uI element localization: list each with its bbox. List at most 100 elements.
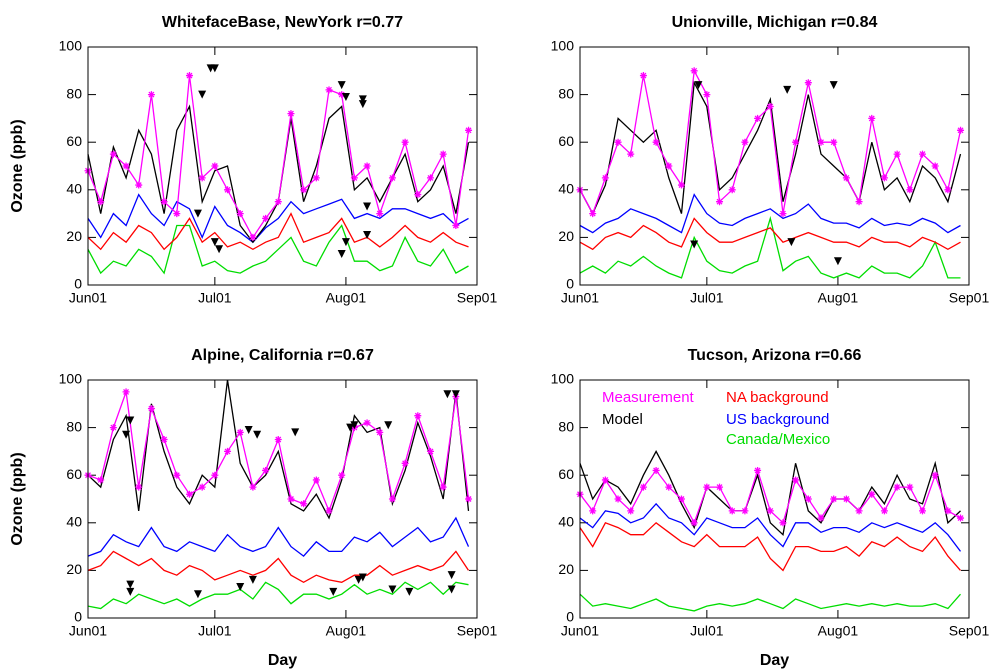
legend-entry: NA background <box>726 389 829 406</box>
data-point <box>906 483 914 491</box>
data-point <box>109 150 117 158</box>
chart-title: Alpine, California r=0.67 <box>191 347 374 364</box>
event-marker <box>358 95 367 104</box>
series-line <box>579 217 961 251</box>
event-marker <box>210 64 219 73</box>
data-point <box>147 91 155 99</box>
data-point <box>880 507 888 515</box>
series-line <box>579 450 961 536</box>
y-tick-label: 100 <box>551 38 575 54</box>
event-marker <box>447 585 456 594</box>
data-point <box>830 495 838 503</box>
series-line <box>579 521 961 572</box>
data-point <box>792 476 800 484</box>
data-point <box>414 412 422 420</box>
y-tick-label: 0 <box>566 276 574 292</box>
data-point <box>741 507 749 515</box>
x-tick-label: Jun01 <box>561 290 599 306</box>
series-line <box>579 68 962 216</box>
event-marker <box>783 85 792 94</box>
x-tick-label: Jul01 <box>198 290 232 306</box>
x-tick-label: Aug01 <box>326 290 367 306</box>
event-marker <box>210 238 219 247</box>
event-marker <box>253 430 262 439</box>
data-point <box>338 471 346 479</box>
x-tick-label: Aug01 <box>818 290 859 306</box>
y-tick-label: 40 <box>66 514 82 530</box>
x-tick-label: Sep01 <box>949 290 990 306</box>
data-point <box>350 174 358 182</box>
series-line <box>579 215 961 279</box>
event-marker <box>405 587 414 596</box>
data-point <box>135 483 143 491</box>
data-point <box>249 483 257 491</box>
event-marker <box>291 428 300 437</box>
x-axis-label: Day <box>268 652 297 669</box>
data-point <box>754 114 762 122</box>
data-point <box>652 466 660 474</box>
y-tick-label: 80 <box>558 418 574 434</box>
y-tick-label: 40 <box>558 514 574 530</box>
data-point <box>185 490 193 498</box>
data-point <box>703 483 711 491</box>
data-point <box>931 162 939 170</box>
y-tick-label: 80 <box>66 85 82 101</box>
event-marker <box>337 250 346 259</box>
x-tick-label: Sep01 <box>457 623 498 639</box>
data-point <box>893 150 901 158</box>
series-line <box>579 193 961 234</box>
data-point <box>274 436 282 443</box>
y-tick-label: 80 <box>558 85 574 101</box>
data-point <box>388 495 396 503</box>
x-axis-label: Day <box>760 652 789 669</box>
data-point <box>173 471 181 479</box>
event-marker <box>329 587 338 596</box>
event-marker <box>354 575 363 584</box>
y-tick-label: 100 <box>551 371 575 387</box>
data-point <box>274 198 282 206</box>
legend-entry: US background <box>726 411 829 428</box>
data-point <box>224 186 232 194</box>
data-point <box>639 72 647 80</box>
data-point <box>627 507 635 515</box>
data-point <box>325 86 333 94</box>
event-marker <box>358 100 367 109</box>
data-point <box>287 495 295 503</box>
data-point <box>388 174 396 182</box>
y-tick-label: 20 <box>558 228 574 244</box>
y-tick-label: 100 <box>59 38 83 54</box>
series-line <box>87 104 470 244</box>
data-point <box>439 483 447 491</box>
series-line <box>579 502 962 552</box>
y-tick-label: 60 <box>66 466 82 482</box>
series-line <box>579 468 961 525</box>
data-point <box>401 459 409 467</box>
event-marker <box>388 585 397 594</box>
series-line <box>579 80 962 216</box>
y-tick-label: 40 <box>66 181 82 197</box>
plot-frame <box>579 379 970 619</box>
data-point <box>135 181 143 189</box>
series-line <box>87 224 469 275</box>
event-marker <box>694 81 703 90</box>
data-point <box>614 495 622 503</box>
event-marker <box>337 81 346 90</box>
plot-frame <box>579 46 970 286</box>
data-point <box>931 471 939 479</box>
data-point <box>918 150 926 158</box>
data-point <box>262 466 270 474</box>
y-tick-label: 60 <box>558 466 574 482</box>
data-point <box>109 424 117 432</box>
plot-frame <box>87 379 478 619</box>
data-point <box>300 186 308 194</box>
data-point <box>312 174 320 182</box>
data-point <box>957 514 965 522</box>
data-point <box>639 483 647 491</box>
data-point <box>363 419 371 427</box>
event-marker <box>341 238 350 247</box>
data-point <box>855 198 863 206</box>
data-point <box>414 191 422 199</box>
x-tick-label: Sep01 <box>949 623 990 639</box>
event-marker <box>350 421 359 430</box>
